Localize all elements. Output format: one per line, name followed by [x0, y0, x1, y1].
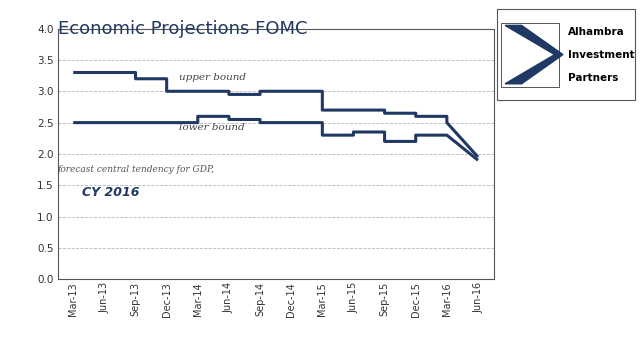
Text: forecast central tendency for GDP,: forecast central tendency for GDP, — [58, 165, 215, 174]
Text: Partners: Partners — [569, 73, 619, 83]
Text: Investment: Investment — [569, 50, 635, 60]
Text: upper bound: upper bound — [179, 73, 246, 82]
Text: CY 2016: CY 2016 — [81, 186, 139, 199]
Text: lower bound: lower bound — [179, 123, 245, 132]
Polygon shape — [505, 25, 563, 84]
Polygon shape — [505, 36, 538, 73]
Bar — [501, 23, 559, 87]
Text: Economic Projections FOMC: Economic Projections FOMC — [58, 20, 307, 38]
Text: Alhambra: Alhambra — [569, 27, 625, 37]
